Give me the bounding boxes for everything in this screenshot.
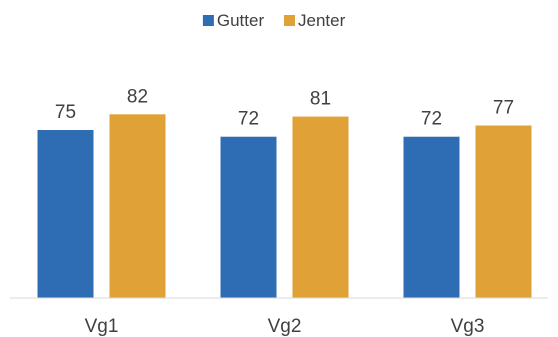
bar-jenter-vg2 — [292, 116, 349, 298]
bar-jenter-vg1 — [109, 114, 166, 298]
data-label-jenter-vg3: 77 — [493, 98, 514, 119]
bar-jenter-vg3 — [475, 125, 532, 299]
data-label-jenter-vg2: 81 — [310, 89, 331, 110]
x-tick-label-vg1: Vg1 — [85, 316, 119, 337]
x-tick-label-vg3: Vg3 — [451, 316, 485, 337]
bar-gutter-vg2 — [220, 136, 277, 298]
bars — [37, 114, 532, 299]
data-label-jenter-vg1: 82 — [127, 86, 148, 107]
x-tick-labels: Vg1 Vg2 Vg3 — [85, 316, 485, 337]
legend-label-gutter: Gutter — [217, 11, 265, 30]
data-label-gutter-vg1: 75 — [55, 102, 76, 123]
data-label-gutter-vg2: 72 — [238, 109, 259, 130]
bar-gutter-vg3 — [403, 136, 460, 298]
legend-swatch-jenter — [284, 15, 295, 26]
bar-gutter-vg1 — [37, 130, 94, 298]
data-label-gutter-vg3: 72 — [421, 109, 442, 130]
legend: Gutter Jenter — [202, 11, 346, 30]
legend-label-jenter: Jenter — [298, 11, 346, 30]
x-tick-label-vg2: Vg2 — [268, 316, 302, 337]
data-labels: 75 82 72 81 72 77 — [55, 86, 514, 129]
legend-swatch-gutter — [202, 15, 214, 26]
